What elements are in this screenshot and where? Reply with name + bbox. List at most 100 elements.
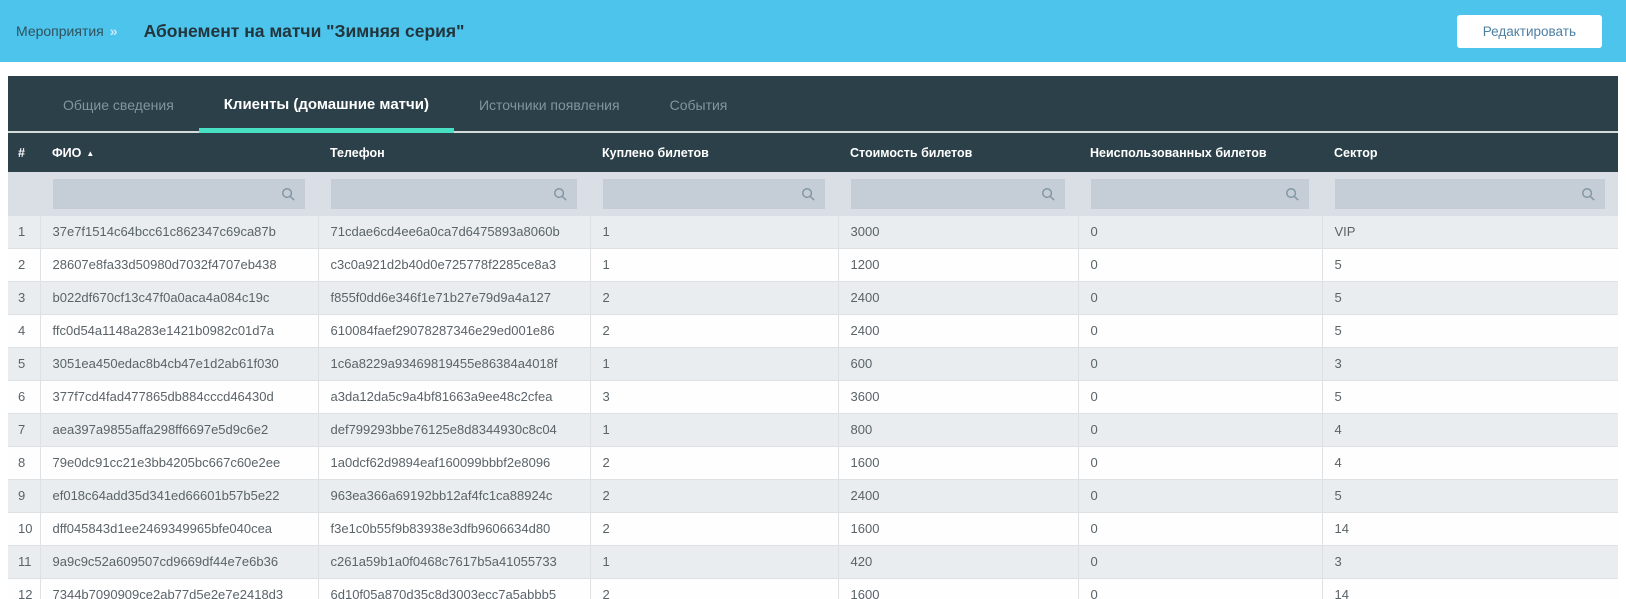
cell-tickets-cost: 600 [838,348,1078,381]
cell-row-number: 4 [8,315,40,348]
cell-tickets-unused: 0 [1078,546,1322,579]
filter-cell-tickets-cost [838,172,1078,216]
edit-button[interactable]: Редактировать [1457,15,1602,48]
cell-fio: 28607e8fa33d50980d7032f4707eb438 [40,249,318,282]
cell-tickets-unused: 0 [1078,249,1322,282]
cell-phone: def799293bbe76125e8d8344930c8c04 [318,414,590,447]
filter-input-fio[interactable] [61,187,281,202]
filter-input-tickets-unused[interactable] [1099,187,1285,202]
cell-sector: 5 [1322,480,1618,513]
column-header-tickets-bought[interactable]: Куплено билетов [590,133,838,172]
cell-tickets-cost: 800 [838,414,1078,447]
tab-clients-home-matches[interactable]: Клиенты (домашние матчи) [199,76,454,133]
cell-row-number: 8 [8,447,40,480]
cell-fio: 3051ea450edac8b4cb47e1d2ab61f030 [40,348,318,381]
table-row[interactable]: 4 ffc0d54a1148a283e1421b0982c01d7a 61008… [8,315,1618,348]
cell-tickets-bought: 2 [590,480,838,513]
cell-sector: VIP [1322,216,1618,249]
filter-input-phone[interactable] [339,187,553,202]
table-row[interactable]: 12 7344b7090909ce2ab77d5e2e7e2418d3 6d10… [8,579,1618,599]
cell-phone: a3da12da5c9a4bf81663a9ee48c2cfea [318,381,590,414]
table-row[interactable]: 5 3051ea450edac8b4cb47e1d2ab61f030 1c6a8… [8,348,1618,381]
cell-row-number: 11 [8,546,40,579]
cell-sector: 14 [1322,513,1618,546]
column-header-tickets-cost[interactable]: Стоимость билетов [838,133,1078,172]
cell-tickets-cost: 2400 [838,282,1078,315]
filter-cell-sector [1322,172,1618,216]
filter-input-tickets-cost[interactable] [859,187,1041,202]
table-header-row: # ФИО▲ Телефон Куплено билетов Стоимость… [8,133,1618,172]
cell-fio: aea397a9855affa298ff6697e5d9c6e2 [40,414,318,447]
filter-cell-num [8,172,40,216]
cell-phone: 6d10f05a870d35c8d3003ecc7a5abbb5 [318,579,590,599]
cell-tickets-unused: 0 [1078,348,1322,381]
search-icon [281,187,296,202]
cell-fio: 377f7cd4fad477865db884cccd46430d [40,381,318,414]
filter-cell-tickets-unused [1078,172,1322,216]
filter-row [8,172,1618,216]
cell-tickets-cost: 2400 [838,480,1078,513]
column-header-sector[interactable]: Сектор [1322,133,1618,172]
cell-tickets-cost: 3000 [838,216,1078,249]
tab-general-info[interactable]: Общие сведения [38,76,199,133]
top-bar: Мероприятия » Абонемент на матчи "Зимняя… [0,0,1626,62]
cell-tickets-unused: 0 [1078,447,1322,480]
table-row[interactable]: 8 79e0dc91cc21e3bb4205bc667c60e2ee 1a0dc… [8,447,1618,480]
column-header-phone[interactable]: Телефон [318,133,590,172]
column-header-fio[interactable]: ФИО▲ [40,133,318,172]
tab-events[interactable]: События [645,76,753,133]
column-header-num: # [8,133,40,172]
cell-tickets-bought: 3 [590,381,838,414]
cell-row-number: 2 [8,249,40,282]
table-row[interactable]: 3 b022df670cf13c47f0a0aca4a084c19c f855f… [8,282,1618,315]
column-header-tickets-unused[interactable]: Неиспользованных билетов [1078,133,1322,172]
tab-acquisition-sources[interactable]: Источники появления [454,76,645,133]
cell-tickets-bought: 1 [590,414,838,447]
cell-sector: 4 [1322,447,1618,480]
table-row[interactable]: 9 ef018c64add35d341ed66601b57b5e22 963ea… [8,480,1618,513]
cell-tickets-bought: 1 [590,249,838,282]
cell-phone: f855f0dd6e346f1e71b27e79d9a4a127 [318,282,590,315]
cell-sector: 3 [1322,348,1618,381]
cell-tickets-bought: 2 [590,282,838,315]
cell-tickets-bought: 1 [590,546,838,579]
cell-fio: 79e0dc91cc21e3bb4205bc667c60e2ee [40,447,318,480]
cell-tickets-cost: 1600 [838,513,1078,546]
cell-tickets-unused: 0 [1078,381,1322,414]
cell-phone: 1c6a8229a93469819455e86384a4018f [318,348,590,381]
clients-table: # ФИО▲ Телефон Куплено билетов Стоимость… [8,133,1618,599]
cell-tickets-unused: 0 [1078,480,1322,513]
cell-tickets-unused: 0 [1078,282,1322,315]
cell-phone: c3c0a921d2b40d0e725778f2285ce8a3 [318,249,590,282]
table-row[interactable]: 10 dff045843d1ee2469349965bfe040cea f3e1… [8,513,1618,546]
cell-tickets-cost: 420 [838,546,1078,579]
cell-tickets-unused: 0 [1078,513,1322,546]
cell-sector: 14 [1322,579,1618,599]
cell-tickets-cost: 1200 [838,249,1078,282]
cell-row-number: 12 [8,579,40,599]
cell-sector: 3 [1322,546,1618,579]
breadcrumb-link[interactable]: Мероприятия [16,23,104,39]
cell-tickets-bought: 1 [590,216,838,249]
page-title: Абонемент на матчи "Зимняя серия" [144,21,465,42]
cell-row-number: 1 [8,216,40,249]
table-row[interactable]: 6 377f7cd4fad477865db884cccd46430d a3da1… [8,381,1618,414]
cell-tickets-unused: 0 [1078,579,1322,599]
filter-input-sector[interactable] [1343,187,1581,202]
cell-fio: ef018c64add35d341ed66601b57b5e22 [40,480,318,513]
cell-fio: 7344b7090909ce2ab77d5e2e7e2418d3 [40,579,318,599]
table-row[interactable]: 11 9a9c9c52a609507cd9669df44e7e6b36 c261… [8,546,1618,579]
table-row[interactable]: 2 28607e8fa33d50980d7032f4707eb438 c3c0a… [8,249,1618,282]
cell-tickets-cost: 1600 [838,579,1078,599]
breadcrumb-separator-icon: » [110,23,118,39]
search-icon [1581,187,1596,202]
search-icon [553,187,568,202]
cell-fio: dff045843d1ee2469349965bfe040cea [40,513,318,546]
tab-bar: Общие сведения Клиенты (домашние матчи) … [8,76,1618,133]
cell-phone: 963ea366a69192bb12af4fc1ca88924c [318,480,590,513]
filter-input-tickets-bought[interactable] [611,187,801,202]
cell-tickets-bought: 1 [590,348,838,381]
table-row[interactable]: 7 aea397a9855affa298ff6697e5d9c6e2 def79… [8,414,1618,447]
table-row[interactable]: 1 37e7f1514c64bcc61c862347c69ca87b 71cda… [8,216,1618,249]
cell-phone: 71cdae6cd4ee6a0ca7d6475893a8060b [318,216,590,249]
